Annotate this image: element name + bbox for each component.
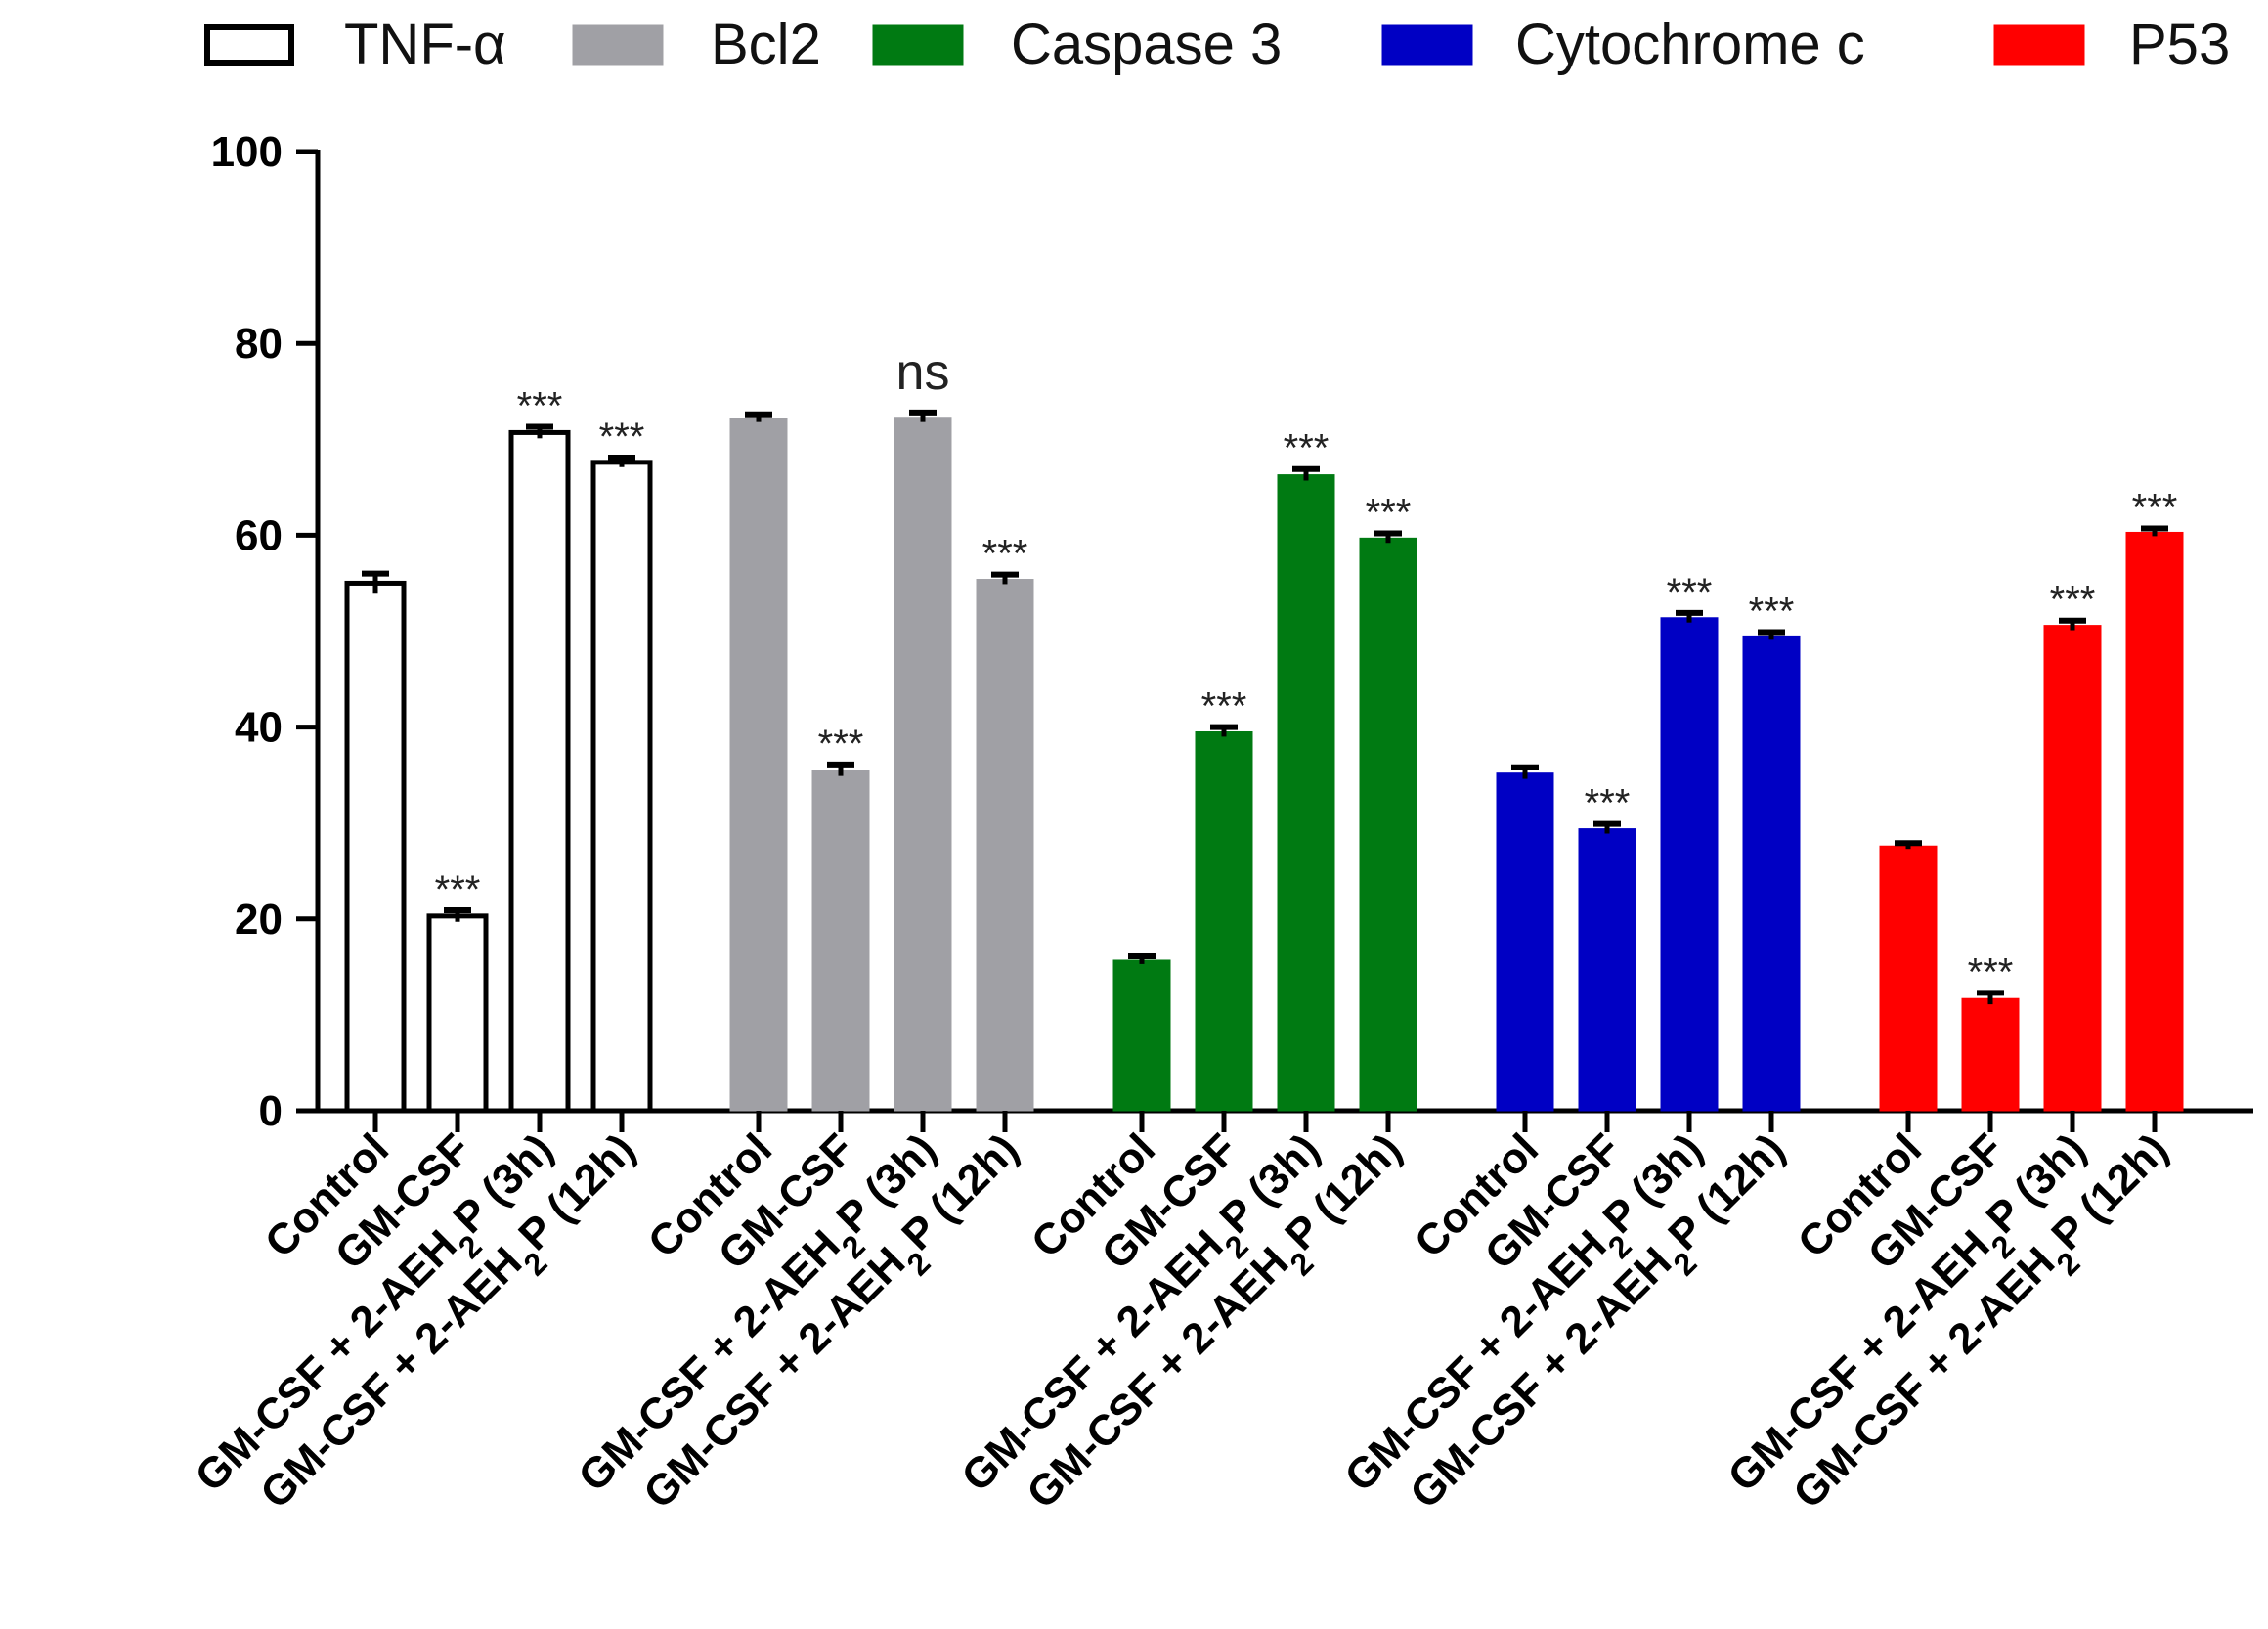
significance-label: *** [818, 723, 864, 766]
bar [976, 579, 1034, 1112]
bar [2043, 625, 2102, 1112]
bar [1578, 828, 1636, 1112]
bar [1277, 474, 1335, 1112]
significance-label: *** [517, 385, 563, 428]
bar [1195, 731, 1253, 1112]
legend-swatch [872, 24, 964, 66]
y-tick-label: 40 [235, 704, 283, 752]
bar [1961, 997, 2020, 1112]
error-bar [362, 570, 389, 594]
bar [426, 913, 489, 1114]
error-bar [526, 423, 553, 439]
error-bar [2059, 617, 2086, 631]
error-bar [1374, 530, 1402, 544]
significance-label: *** [599, 416, 645, 459]
significance-label: *** [1585, 782, 1631, 825]
significance-label: *** [2132, 487, 2178, 530]
legend-item: Caspase 3 [872, 13, 1282, 76]
y-tick-label: 0 [259, 1087, 283, 1135]
significance-label: *** [1667, 571, 1713, 614]
error-bar [608, 454, 635, 467]
error-bar [1511, 764, 1539, 779]
significance-label: *** [1968, 950, 2014, 993]
series-p53: *** *** *** [1879, 487, 2184, 1112]
bar [1112, 959, 1171, 1112]
legend-item: TNF-α [204, 13, 506, 76]
series-bcl2: *** ns *** [729, 344, 1034, 1112]
x-category-label: GM-CSF + 2-AEH2P (3h) [1335, 1124, 1722, 1511]
legend-swatch [572, 24, 664, 66]
legend-swatch [204, 24, 294, 66]
error-bar [745, 411, 772, 422]
bar [1496, 772, 1554, 1112]
x-category-label: GM-CSF + 2-AEH2P (3h) [569, 1124, 955, 1511]
legend-label: TNF-α [344, 13, 506, 76]
significance-label: *** [1201, 685, 1247, 728]
series-cytochrome-c: *** *** *** [1496, 571, 1801, 1112]
bar [344, 580, 407, 1114]
bars: ************ns****************** ********… [344, 344, 2184, 1114]
error-bar [1758, 629, 1785, 640]
bar [1660, 617, 1719, 1112]
bar [894, 417, 952, 1112]
y-tick-label: 80 [235, 320, 283, 368]
significance-label: *** [1366, 491, 1412, 534]
legend-item: Bcl2 [572, 13, 821, 76]
error-bar [1895, 840, 1922, 850]
error-bar [1128, 953, 1156, 964]
legend-swatch [1993, 24, 2085, 66]
error-bar [444, 906, 471, 922]
legend-label: P53 [2129, 13, 2230, 76]
bar [729, 418, 788, 1112]
bar [508, 429, 571, 1114]
error-bar [909, 409, 937, 422]
bar [1359, 537, 1418, 1112]
error-bar [1292, 465, 1320, 481]
error-bar [991, 571, 1019, 585]
legend-item: P53 [1993, 13, 2230, 76]
bar [1742, 635, 1801, 1112]
significance-label: *** [1749, 590, 1795, 633]
x-category-label: GM-CSF + 2-AEH2P (3h) [1719, 1124, 2105, 1511]
error-bar [1593, 820, 1621, 834]
error-bar [1210, 724, 1238, 737]
y-ticks: 0 20 40 60 80 100 [211, 128, 318, 1135]
x-category-label: GM-CSF + 2-AEH2P (3h) [952, 1124, 1338, 1511]
series-caspase-3: *** *** *** [1112, 427, 1418, 1112]
error-bar [1676, 609, 1703, 623]
y-tick-label: 20 [235, 896, 283, 944]
error-bar [827, 761, 854, 776]
legend-label: Caspase 3 [1011, 13, 1282, 76]
significance-label: *** [435, 868, 481, 911]
significance-label: ns [896, 344, 950, 401]
y-tick-label: 60 [235, 511, 283, 559]
bar [2125, 531, 2184, 1112]
legend-label: Cytochrome c [1515, 13, 1865, 76]
legend-swatch [1381, 24, 1473, 66]
significance-label: *** [2050, 579, 2096, 622]
error-bar [1977, 990, 2004, 1005]
legend-label: Bcl2 [711, 13, 821, 76]
significance-label: *** [982, 533, 1028, 576]
bar [1879, 845, 1938, 1112]
x-category-label: GM-CSF + 2-AEH2P (3h) [186, 1124, 572, 1511]
y-tick-label: 100 [211, 128, 283, 176]
legend-item: Cytochrome c [1381, 13, 1865, 76]
significance-label: *** [1284, 427, 1330, 470]
bar [811, 770, 870, 1112]
bar [590, 460, 653, 1114]
error-bar [2141, 525, 2168, 537]
legend: TNF-α Bcl2 Caspase 3 Cytochrome c P53 [204, 13, 2230, 76]
series-tnf: *** *** *** [344, 385, 653, 1114]
